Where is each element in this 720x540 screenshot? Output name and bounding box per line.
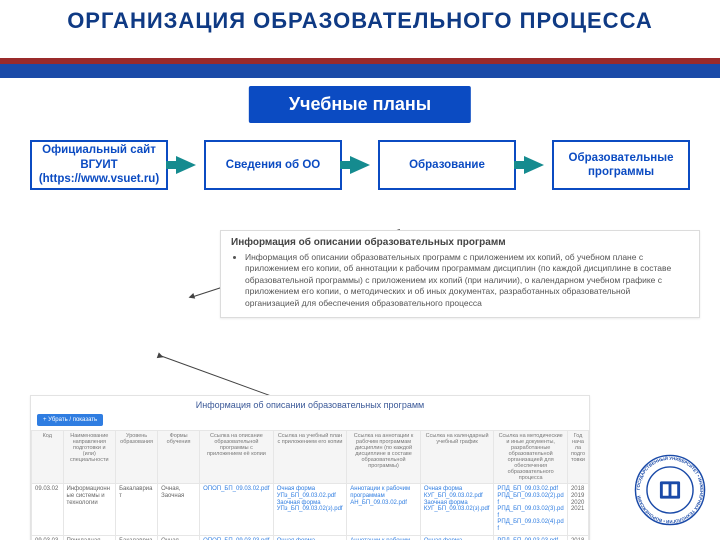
toggle-columns-button[interactable]: + Убрать / показать: [37, 414, 103, 426]
flow-node-education: Образование: [378, 140, 516, 190]
table-cell: Прикладная информатика: [63, 535, 116, 540]
flow-row: Официальный сайт ВГУИТ (https://www.vsue…: [30, 140, 690, 190]
table-row: 09.03.02Информационные системы и техноло…: [32, 484, 589, 535]
table-cell: 09.03.03: [32, 535, 64, 540]
arrow-icon: [524, 156, 544, 174]
table-cell: Информационные системы и технологии: [63, 484, 116, 535]
link-text[interactable]: Очная форма: [277, 486, 315, 492]
link-text[interactable]: КУГ_БП_09.03.02.pdf: [424, 493, 483, 499]
link-text[interactable]: УПз_БП_09.03.02(з).pdf: [277, 506, 343, 512]
table-panel-title: Информация об описании образовательных п…: [31, 396, 589, 412]
table-cell: РПД_БП_09.03.03.pdfРПД_БП_09.03.03(2).pd…: [494, 535, 568, 540]
table-cell: 2018 2019 2020 2021: [567, 484, 588, 535]
header: ОРГАНИЗАЦИЯ ОБРАЗОВАТЕЛЬНОГО ПРОЦЕССА: [0, 0, 720, 34]
table-cell: Очная, Заочная: [158, 484, 200, 535]
link-text[interactable]: ОПОП_БП_09.03.02.pdf: [203, 486, 269, 492]
col-code: Код: [32, 431, 64, 484]
info-panel-heading: Информация об описании образовательных п…: [221, 231, 699, 252]
col-plan: Ссылка на учебный план с приложением его…: [273, 431, 347, 484]
table-cell: Очная формаУПз_БП_09.03.02.pdfЗаочная фо…: [273, 484, 347, 535]
programs-table: Код Наименование направления подготовки …: [31, 430, 589, 540]
link-text[interactable]: Очная форма: [424, 486, 462, 492]
link-text[interactable]: РПД_БП_09.03.02(3).pdf: [497, 506, 563, 519]
arrow-icon: [176, 156, 196, 174]
university-logo: ГОСУДАРСТВЕННЫЙ УНИВЕРСИТЕТ • ИНЖЕНЕРНЫХ…: [634, 454, 706, 526]
table-cell: РПД_БП_09.03.02.pdfРПД_БП_09.03.02(2).pd…: [494, 484, 568, 535]
table-cell: ОПОП_БП_09.03.02.pdf: [200, 484, 274, 535]
page-title: ОРГАНИЗАЦИЯ ОБРАЗОВАТЕЛЬНОГО ПРОЦЕССА: [0, 0, 720, 34]
table-cell: Очная формаКУГ_БП_09.03.03.pdf: [420, 535, 494, 540]
accent-bar-blue: [0, 64, 720, 78]
table-cell: 2018 2019 2020 2021: [567, 535, 588, 540]
link-text[interactable]: АН_БП_09.03.02.pdf: [350, 500, 407, 506]
flow-node-programs: Образовательные программы: [552, 140, 690, 190]
col-year: Год начала подготовки: [567, 431, 588, 484]
table-cell: Бакалавриат: [116, 484, 158, 535]
table-row: 09.03.03Прикладная информатикаБакалавриа…: [32, 535, 589, 540]
table-panel: Информация об описании образовательных п…: [30, 395, 590, 540]
slide-root: ОРГАНИЗАЦИЯ ОБРАЗОВАТЕЛЬНОГО ПРОЦЕССА Уч…: [0, 0, 720, 540]
link-text[interactable]: УПз_БП_09.03.02.pdf: [277, 493, 336, 499]
table-cell: 09.03.02: [32, 484, 64, 535]
info-panel-list: Информация об описании образовательных п…: [221, 252, 699, 317]
table-cell: Аннотации к рабочим программамАН_БП_09.0…: [347, 484, 421, 535]
table-cell: ОПОП_БП_09.03.03.pdf: [200, 535, 274, 540]
link-text[interactable]: РПД_БП_09.03.02(2).pdf: [497, 493, 563, 506]
col-annot: Ссылка на аннотации к рабочим программам…: [347, 431, 421, 484]
arrow-icon: [350, 156, 370, 174]
table-cell: Очная формаКУГ_БП_09.03.02.pdfЗаочная фо…: [420, 484, 494, 535]
link-text[interactable]: РПД_БП_09.03.02(4).pdf: [497, 519, 563, 532]
flow-node-info: Сведения об ОО: [204, 140, 342, 190]
link-text[interactable]: Заочная форма: [277, 500, 321, 506]
subtitle-pill: Учебные планы: [249, 86, 471, 123]
info-panel-bullet: Информация об описании образовательных п…: [245, 252, 685, 309]
col-calendar: Ссылка на календарный учебный график: [420, 431, 494, 484]
table-cell: Аннотации к рабочим программамАН_БП_09.0…: [347, 535, 421, 540]
col-level: Уровень образования: [116, 431, 158, 484]
table-head: Код Наименование направления подготовки …: [32, 431, 589, 484]
table-cell: Очная: [158, 535, 200, 540]
info-panel: Информация об описании образовательных п…: [220, 230, 700, 318]
link-text[interactable]: Заочная форма: [424, 500, 468, 506]
col-method: Ссылка на методические и иные документы,…: [494, 431, 568, 484]
link-text[interactable]: КУГ_БП_09.03.02(з).pdf: [424, 506, 490, 512]
table-body: 09.03.02Информационные системы и техноло…: [32, 484, 589, 540]
link-text[interactable]: Аннотации к рабочим программам: [350, 486, 410, 499]
col-desc: Ссылка на описание образовательной прогр…: [200, 431, 274, 484]
table-cell: Бакалавриат: [116, 535, 158, 540]
col-forms: Формы обучения: [158, 431, 200, 484]
link-text[interactable]: РПД_БП_09.03.02.pdf: [497, 486, 558, 492]
table-cell: Очная формаУПз_БП_09.03.03.pdf: [273, 535, 347, 540]
col-direction: Наименование направления подготовки и (и…: [63, 431, 116, 484]
flow-node-site: Официальный сайт ВГУИТ (https://www.vsue…: [30, 140, 168, 190]
